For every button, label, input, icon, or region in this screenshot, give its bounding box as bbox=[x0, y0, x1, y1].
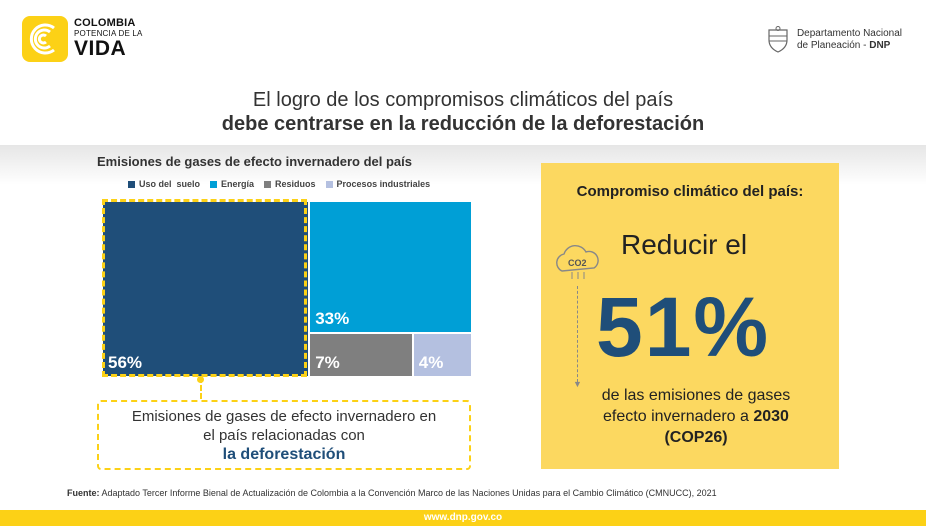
legend-label: Energía bbox=[221, 179, 255, 189]
down-arrow-line bbox=[577, 286, 578, 382]
tile-label-energia: 33% bbox=[315, 309, 350, 328]
chart-legend: Uso del suelo Energía Residuos Procesos … bbox=[128, 179, 440, 189]
footer-bar: www.dnp.gov.co bbox=[0, 510, 926, 526]
callout-bold: la deforestación bbox=[222, 446, 346, 463]
legend-item-uso-suelo: Uso del suelo bbox=[128, 179, 200, 189]
legend-swatch bbox=[264, 180, 272, 188]
legend-swatch bbox=[210, 180, 218, 188]
legend-swatch bbox=[128, 180, 135, 188]
commitment-desc-line-1: de las emisiones de gases bbox=[601, 387, 791, 404]
commitment-panel: Compromiso climático del país: CO2 ▼ Red… bbox=[541, 163, 839, 469]
tile-energia: 33% bbox=[309, 201, 472, 333]
commitment-desc-line-2: efecto invernadero a bbox=[603, 408, 754, 425]
source-label: Fuente: bbox=[67, 488, 100, 498]
connector-dot bbox=[197, 376, 204, 383]
co2-label: CO2 bbox=[568, 258, 587, 268]
chart-title: Emisiones de gases de efecto invernadero… bbox=[97, 154, 413, 169]
agency-line-2: de Planeación - bbox=[796, 40, 870, 51]
brand-line-3: VIDA bbox=[74, 37, 127, 60]
tile-label-residuos: 7% bbox=[315, 353, 340, 372]
footer-url[interactable]: www.dnp.gov.co bbox=[423, 512, 503, 523]
callout-connector bbox=[200, 377, 202, 399]
slide-headline: El logro de los compromisos climáticos d… bbox=[0, 88, 926, 136]
legend-label: Uso del suelo bbox=[139, 179, 201, 189]
callout-line-1: Emisiones de gases de efecto invernadero… bbox=[131, 408, 437, 425]
commitment-title: Compromiso climático del país: bbox=[576, 183, 804, 200]
agency-acronym: DNP bbox=[869, 40, 891, 51]
brand-line-1: COLOMBIA bbox=[74, 17, 136, 29]
deforestation-callout: Emisiones de gases de efecto invernadero… bbox=[97, 400, 471, 470]
legend-label: Residuos bbox=[275, 179, 316, 189]
commitment-year: 2030 bbox=[753, 408, 789, 425]
headline-line-1: El logro de los compromisos climáticos d… bbox=[252, 89, 674, 111]
commitment-verb: Reducir el bbox=[621, 229, 748, 260]
brand-mark-icon bbox=[22, 16, 68, 62]
tile-label-procesos: 4% bbox=[418, 353, 444, 372]
callout-line-2: el país relacionadas con bbox=[203, 427, 365, 444]
commitment-percent: 51% bbox=[596, 280, 771, 374]
tile-procesos: 4% bbox=[412, 333, 472, 377]
legend-item-procesos: Procesos industriales bbox=[325, 179, 431, 189]
tile-label-uso-suelo: 56% bbox=[108, 353, 143, 372]
commitment-event: (COP26) bbox=[664, 429, 728, 446]
tile-uso-suelo: 56% bbox=[102, 201, 310, 377]
emissions-treemap: 56% 33% 7% 4% bbox=[102, 201, 472, 377]
agency-logo: Departamento Nacional de Planeación - DN… bbox=[765, 26, 902, 54]
headline-line-2: debe centrarse en la reducción de la def… bbox=[221, 113, 705, 135]
legend-label: Procesos industriales bbox=[336, 179, 431, 189]
highlight-frame bbox=[102, 199, 307, 377]
brand-line-2: POTENCIA DE LA bbox=[74, 29, 143, 38]
legend-item-energia: Energía bbox=[210, 179, 254, 189]
brand-logo: COLOMBIA POTENCIA DE LA VIDA bbox=[22, 16, 152, 62]
source-note: Fuente: Adaptado Tercer Informe Bienal d… bbox=[67, 488, 717, 498]
coat-of-arms-icon bbox=[768, 26, 788, 53]
commitment-description: de las emisiones de gases efecto inverna… bbox=[561, 385, 831, 448]
source-text: Adaptado Tercer Informe Bienal de Actual… bbox=[101, 488, 717, 498]
legend-item-residuos: Residuos bbox=[264, 179, 316, 189]
co2-cloud-icon: CO2 bbox=[556, 245, 599, 279]
tile-residuos: 7% bbox=[309, 333, 413, 377]
down-arrow-icon: ▼ bbox=[573, 379, 582, 389]
legend-swatch bbox=[325, 180, 333, 188]
agency-line-1: Departamento Nacional bbox=[796, 28, 902, 39]
